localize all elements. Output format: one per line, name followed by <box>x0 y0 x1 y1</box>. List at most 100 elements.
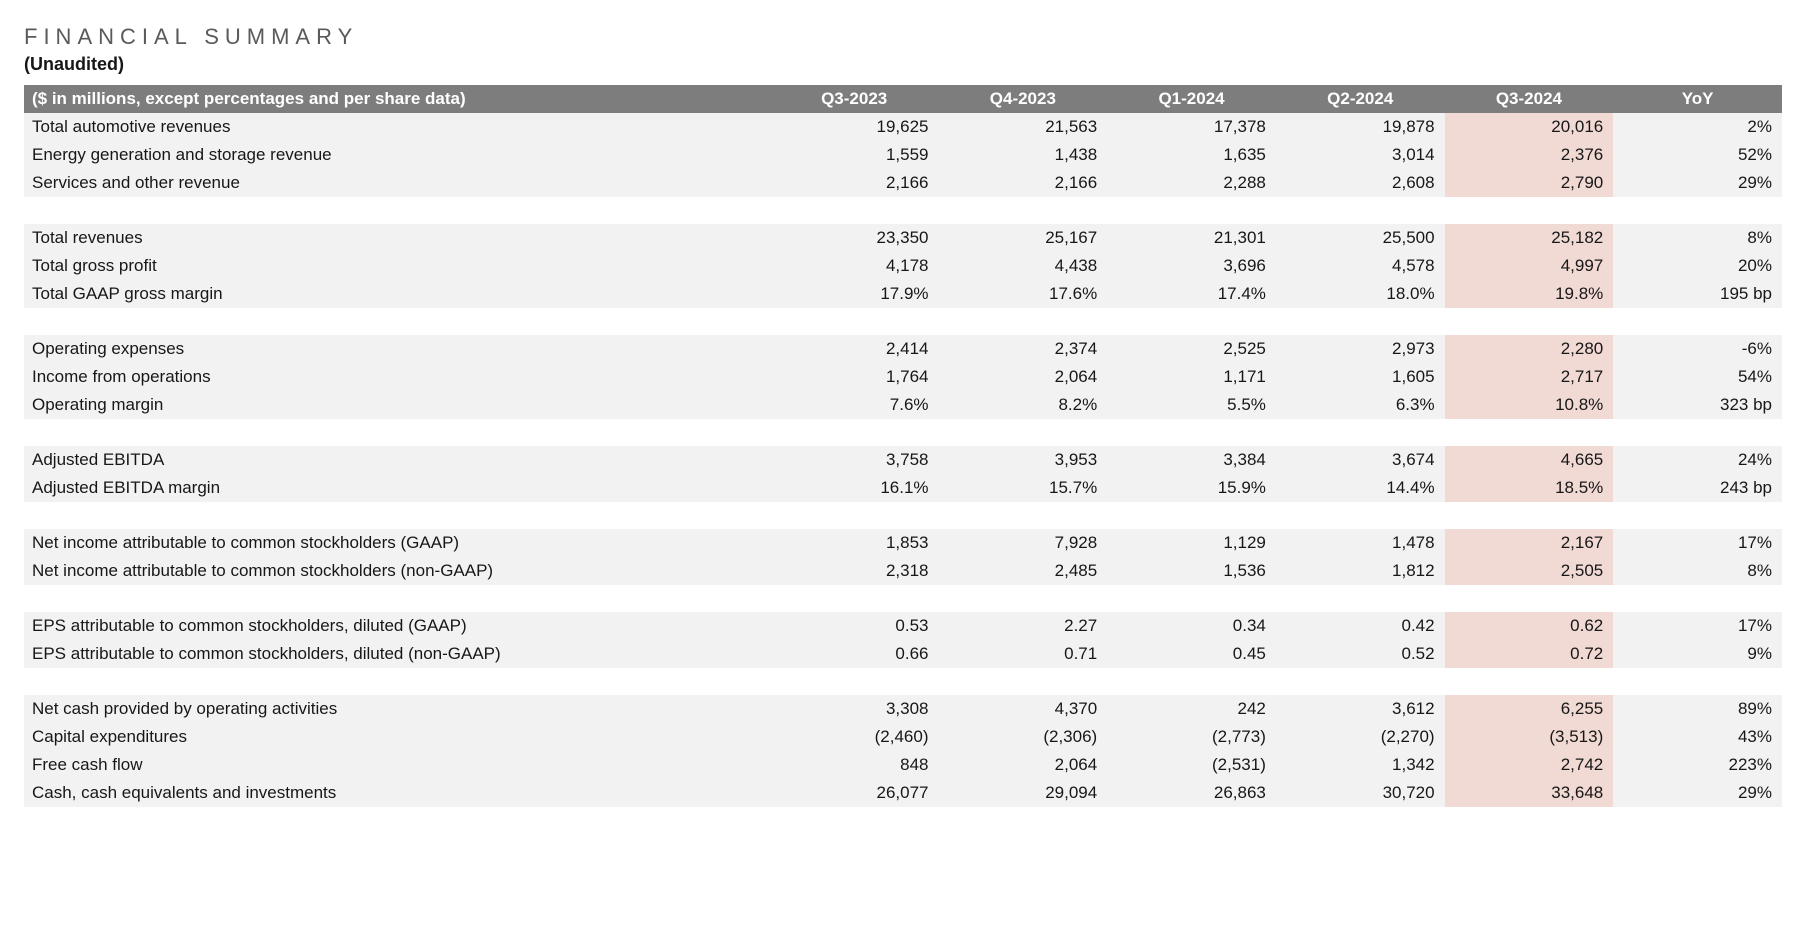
page-subtitle: (Unaudited) <box>24 54 1782 75</box>
cell-value: 0.72 <box>1445 640 1614 668</box>
col-header-q4-2023: Q4-2023 <box>939 85 1108 113</box>
table-row: Net income attributable to common stockh… <box>24 529 1782 557</box>
table-row: Total gross profit4,1784,4383,6964,5784,… <box>24 252 1782 280</box>
cell-value: (2,773) <box>1107 723 1276 751</box>
row-label: Adjusted EBITDA margin <box>24 474 770 502</box>
cell-value: 1,342 <box>1276 751 1445 779</box>
cell-value: 17.4% <box>1107 280 1276 308</box>
cell-value: 2,717 <box>1445 363 1614 391</box>
cell-value: 2,167 <box>1445 529 1614 557</box>
spacer-row <box>24 419 1782 446</box>
table-header-row: ($ in millions, except percentages and p… <box>24 85 1782 113</box>
cell-value: 2,064 <box>939 363 1108 391</box>
cell-value: 17% <box>1613 612 1782 640</box>
row-label: Adjusted EBITDA <box>24 446 770 474</box>
cell-value: 1,438 <box>939 141 1108 169</box>
cell-value: 0.34 <box>1107 612 1276 640</box>
cell-value: 2,280 <box>1445 335 1614 363</box>
cell-value: 2,376 <box>1445 141 1614 169</box>
cell-value: 30,720 <box>1276 779 1445 807</box>
table-row: Operating expenses2,4142,3742,5252,9732,… <box>24 335 1782 363</box>
cell-value: 89% <box>1613 695 1782 723</box>
cell-value: 2,374 <box>939 335 1108 363</box>
cell-value: 43% <box>1613 723 1782 751</box>
table-body: Total automotive revenues19,62521,56317,… <box>24 113 1782 807</box>
cell-value: 0.62 <box>1445 612 1614 640</box>
cell-value: 3,953 <box>939 446 1108 474</box>
cell-value: 2,166 <box>939 169 1108 197</box>
cell-value: 18.0% <box>1276 280 1445 308</box>
cell-value: 2,288 <box>1107 169 1276 197</box>
cell-value: 1,764 <box>770 363 939 391</box>
cell-value: 26,863 <box>1107 779 1276 807</box>
cell-value: 3,674 <box>1276 446 1445 474</box>
cell-value: 4,438 <box>939 252 1108 280</box>
table-row: Capital expenditures(2,460)(2,306)(2,773… <box>24 723 1782 751</box>
row-label: Cash, cash equivalents and investments <box>24 779 770 807</box>
row-label: Services and other revenue <box>24 169 770 197</box>
cell-value: -6% <box>1613 335 1782 363</box>
row-label: Capital expenditures <box>24 723 770 751</box>
cell-value: 15.7% <box>939 474 1108 502</box>
cell-value: 23,350 <box>770 224 939 252</box>
col-header-yoy: YoY <box>1613 85 1782 113</box>
cell-value: 3,612 <box>1276 695 1445 723</box>
cell-value: 1,129 <box>1107 529 1276 557</box>
financial-summary-table: ($ in millions, except percentages and p… <box>24 85 1782 807</box>
table-row: Net income attributable to common stockh… <box>24 557 1782 585</box>
cell-value: (2,460) <box>770 723 939 751</box>
col-header-q3-2023: Q3-2023 <box>770 85 939 113</box>
cell-value: 1,171 <box>1107 363 1276 391</box>
cell-value: 0.52 <box>1276 640 1445 668</box>
cell-value: (2,306) <box>939 723 1108 751</box>
cell-value: 18.5% <box>1445 474 1614 502</box>
cell-value: 16.1% <box>770 474 939 502</box>
table-row: Net cash provided by operating activitie… <box>24 695 1782 723</box>
cell-value: 19,625 <box>770 113 939 141</box>
cell-value: 7.6% <box>770 391 939 419</box>
cell-value: 21,563 <box>939 113 1108 141</box>
spacer-row <box>24 197 1782 224</box>
cell-value: 195 bp <box>1613 280 1782 308</box>
cell-value: 29,094 <box>939 779 1108 807</box>
cell-value: 25,500 <box>1276 224 1445 252</box>
table-row: Total automotive revenues19,62521,56317,… <box>24 113 1782 141</box>
spacer-row <box>24 502 1782 529</box>
cell-value: 3,758 <box>770 446 939 474</box>
cell-value: 25,167 <box>939 224 1108 252</box>
cell-value: 2.27 <box>939 612 1108 640</box>
cell-value: 2,973 <box>1276 335 1445 363</box>
cell-value: 6.3% <box>1276 391 1445 419</box>
table-row: Operating margin7.6%8.2%5.5%6.3%10.8%323… <box>24 391 1782 419</box>
page-title: FINANCIAL SUMMARY <box>24 24 1782 50</box>
cell-value: 5.5% <box>1107 391 1276 419</box>
cell-value: 4,665 <box>1445 446 1614 474</box>
row-label: EPS attributable to common stockholders,… <box>24 612 770 640</box>
row-label: Free cash flow <box>24 751 770 779</box>
cell-value: 3,696 <box>1107 252 1276 280</box>
cell-value: 2,485 <box>939 557 1108 585</box>
row-label: Total gross profit <box>24 252 770 280</box>
row-label: EPS attributable to common stockholders,… <box>24 640 770 668</box>
col-header-label: ($ in millions, except percentages and p… <box>24 85 770 113</box>
cell-value: 0.66 <box>770 640 939 668</box>
cell-value: 323 bp <box>1613 391 1782 419</box>
cell-value: 0.42 <box>1276 612 1445 640</box>
cell-value: 17.6% <box>939 280 1108 308</box>
row-label: Net income attributable to common stockh… <box>24 557 770 585</box>
cell-value: 24% <box>1613 446 1782 474</box>
cell-value: 20% <box>1613 252 1782 280</box>
cell-value: 2,525 <box>1107 335 1276 363</box>
cell-value: 10.8% <box>1445 391 1614 419</box>
cell-value: 29% <box>1613 169 1782 197</box>
cell-value: 9% <box>1613 640 1782 668</box>
cell-value: 54% <box>1613 363 1782 391</box>
cell-value: 29% <box>1613 779 1782 807</box>
row-label: Income from operations <box>24 363 770 391</box>
cell-value: 17.9% <box>770 280 939 308</box>
cell-value: 4,578 <box>1276 252 1445 280</box>
cell-value: 2,505 <box>1445 557 1614 585</box>
spacer-row <box>24 308 1782 335</box>
cell-value: 19.8% <box>1445 280 1614 308</box>
cell-value: 1,559 <box>770 141 939 169</box>
